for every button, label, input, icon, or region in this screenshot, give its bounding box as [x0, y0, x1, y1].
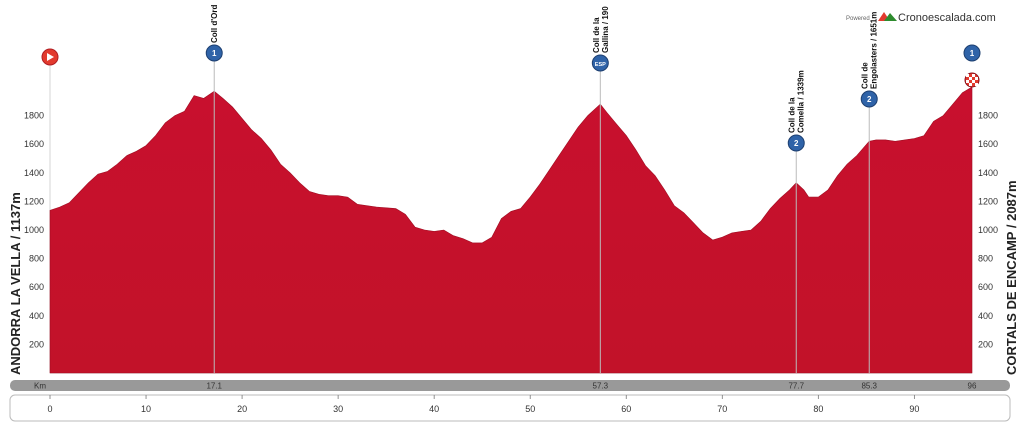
finish-check-cell: [969, 83, 972, 86]
climb-name-label: Gallina / 190: [601, 6, 610, 53]
climb-name-label: Coll de: [861, 62, 870, 89]
y-tick-label-left: 1800: [24, 111, 44, 121]
climb-category-icon: [963, 44, 981, 62]
km-marker-label: 17.1: [206, 382, 222, 391]
km-marker-label: 57.3: [593, 382, 609, 391]
km-marker-label: 77.7: [788, 382, 804, 391]
finish-label: CORTALS DE ENCAMP / 2087m: [1004, 180, 1019, 375]
x-tick-label: 0: [47, 404, 52, 414]
climb-category-icon: [860, 90, 878, 108]
y-tick-label-right: 1800: [978, 111, 998, 121]
x-tick-label: 50: [525, 404, 535, 414]
climb-category-text: 1: [970, 49, 975, 58]
elevation-area: [49, 86, 973, 374]
climb-category-icon: [591, 54, 609, 72]
y-tick-label-left: 400: [29, 311, 44, 321]
finish-check-cell: [972, 74, 975, 77]
x-axis-frame: [9, 394, 1011, 422]
km-marker-label: 85.3: [861, 382, 877, 391]
y-tick-label-left: 200: [29, 339, 44, 349]
finish-check-cell: [975, 77, 978, 80]
x-tick-label: 10: [141, 404, 151, 414]
climb-name-label: Coll d'Ord: [210, 5, 219, 43]
x-tick-label: 30: [333, 404, 343, 414]
x-tick-label: 40: [429, 404, 439, 414]
climb-name-label: Coll de la: [788, 97, 797, 133]
climb-category-text: 2: [867, 95, 872, 104]
climb-name-label: Engolasters / 1651m: [870, 12, 879, 89]
y-tick-label-left: 800: [29, 254, 44, 264]
finish-check-cell: [969, 77, 972, 80]
x-tick-label: 80: [813, 404, 823, 414]
y-tick-label-right: 1600: [978, 139, 998, 149]
x-tick-label: 20: [237, 404, 247, 414]
x-tick-label: 70: [717, 404, 727, 414]
brand-logo-icon: [878, 12, 897, 21]
y-tick-label-right: 1000: [978, 225, 998, 235]
finish-check-cell: [972, 80, 975, 83]
km-bar: [10, 380, 1010, 391]
km-bar-label: Km: [34, 382, 46, 391]
y-tick-label-left: 600: [29, 282, 44, 292]
y-tick-label-right: 800: [978, 254, 993, 264]
finish-check-cell: [966, 80, 969, 83]
site-name[interactable]: Cronoescalada.com: [898, 12, 996, 24]
climb-category-icon: [205, 44, 223, 62]
powered-label: Powered: [846, 16, 870, 22]
y-tick-label-left: 1400: [24, 168, 44, 178]
y-tick-label-left: 1600: [24, 139, 44, 149]
finish-check-cell: [966, 74, 969, 77]
y-tick-label-right: 200: [978, 339, 993, 349]
x-tick-label: 60: [621, 404, 631, 414]
climb-category-text: 1: [212, 49, 217, 58]
climb-name-label: Coll de la: [592, 17, 601, 53]
climb-category-text: ESP: [595, 62, 606, 68]
y-tick-label-left: 1000: [24, 225, 44, 235]
y-tick-label-right: 400: [978, 311, 993, 321]
x-tick-label: 90: [909, 404, 919, 414]
y-tick-label-right: 1200: [978, 196, 998, 206]
climb-category-text: 2: [794, 139, 799, 148]
finish-check-cell: [975, 83, 978, 86]
start-arrow-icon: [47, 53, 54, 61]
start-label: ANDORRA LA VELLA / 1137m: [8, 192, 23, 375]
km-marker-label: 96: [968, 382, 977, 391]
y-tick-label-left: 1200: [24, 196, 44, 206]
y-tick-label-right: 600: [978, 282, 993, 292]
y-tick-label-right: 1400: [978, 168, 998, 178]
climb-name-label: Comella / 1339m: [797, 70, 806, 133]
climb-category-icon: [787, 134, 805, 152]
